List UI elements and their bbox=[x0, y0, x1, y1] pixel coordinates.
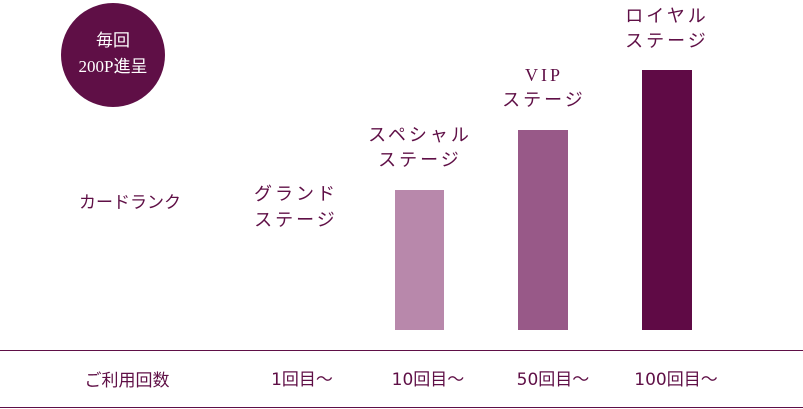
stage-name: ステージ bbox=[502, 90, 586, 110]
stage-name: スペシャル bbox=[368, 125, 472, 145]
badge-text: 毎回 bbox=[96, 31, 130, 50]
count-label: ご利用回数 bbox=[85, 371, 170, 391]
stage-name: ロイヤル bbox=[625, 6, 708, 26]
stage-name: VIP bbox=[525, 65, 563, 85]
badge-circle bbox=[61, 3, 165, 107]
stage-name: ステージ bbox=[625, 31, 709, 51]
stage-bar bbox=[642, 70, 692, 330]
stage-bar bbox=[518, 130, 568, 330]
stage-count: 10回目〜 bbox=[392, 370, 465, 390]
stage-name: ステージ bbox=[378, 150, 462, 170]
stage-count: 100回目〜 bbox=[634, 370, 717, 390]
stage-name: ステージ bbox=[254, 210, 338, 230]
stage-name: グランド bbox=[254, 184, 338, 204]
stage-bar bbox=[395, 190, 444, 330]
badge-text: 200P進呈 bbox=[79, 57, 148, 76]
stage-count: 50回目〜 bbox=[517, 370, 590, 390]
stage-count: 1回目〜 bbox=[271, 370, 333, 390]
rank-label: カードランク bbox=[79, 193, 181, 213]
